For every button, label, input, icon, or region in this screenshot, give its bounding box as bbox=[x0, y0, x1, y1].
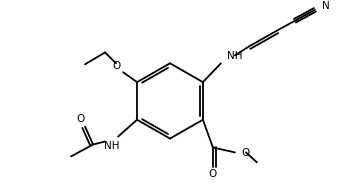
Text: O: O bbox=[112, 61, 120, 71]
Text: O: O bbox=[241, 148, 249, 158]
Text: N: N bbox=[322, 1, 330, 11]
Text: NH: NH bbox=[227, 51, 242, 61]
Text: O: O bbox=[209, 169, 217, 179]
Text: O: O bbox=[76, 114, 84, 124]
Text: NH: NH bbox=[104, 141, 120, 152]
